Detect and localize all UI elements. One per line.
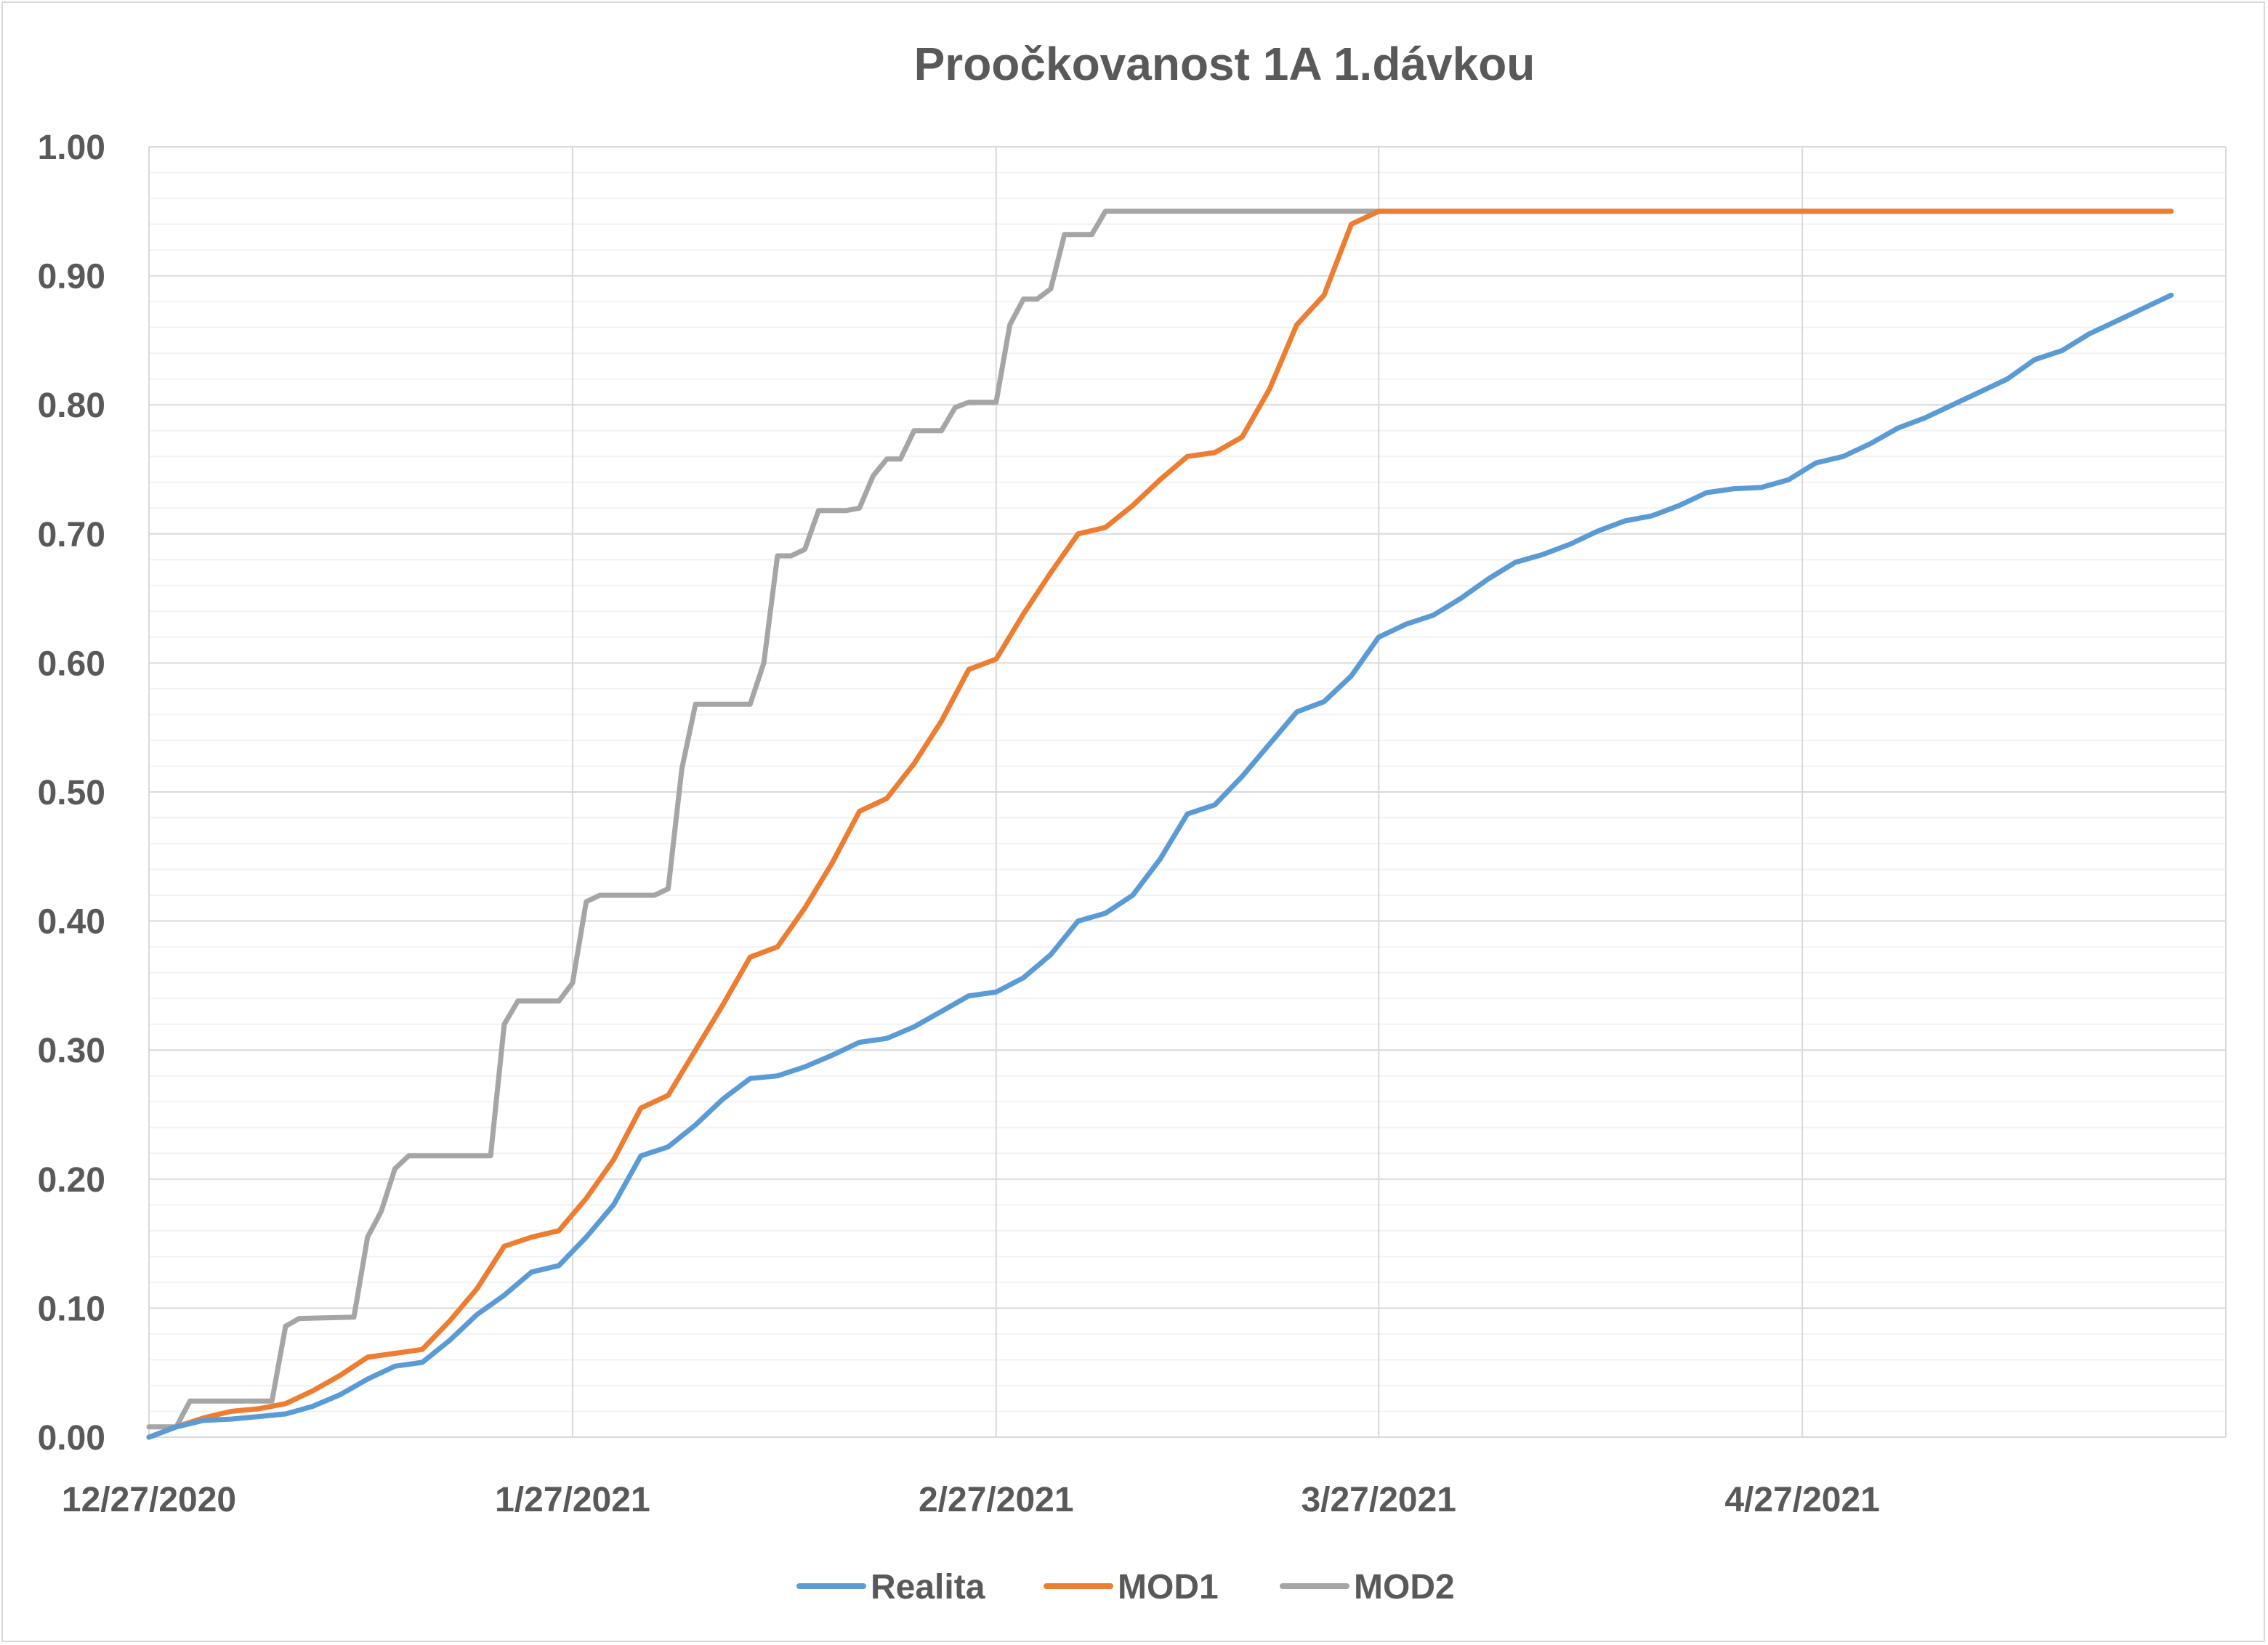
y-tick-label: 0.10 — [38, 1290, 105, 1328]
series-lines — [146, 209, 2174, 1440]
legend: Realita MOD1 MOD2 — [796, 1568, 1455, 1606]
x-tick-label: 2/27/2021 — [919, 1481, 1074, 1519]
y-tick-label: 1.00 — [38, 129, 105, 167]
x-axis-tick-labels: 12/27/2020 1/27/2021 2/27/2021 3/27/2021 4/2… — [62, 1481, 1880, 1519]
legend-label-realita: Realita — [871, 1568, 985, 1606]
y-tick-label: 0.70 — [38, 516, 105, 554]
series-line-realita — [146, 292, 2174, 1440]
series-line-mod2 — [146, 209, 2174, 1430]
x-tick-label: 1/27/2021 — [495, 1481, 650, 1519]
y-tick-label: 0.20 — [38, 1161, 105, 1200]
y-axis-tick-labels: 0.00 0.10 0.20 0.30 0.40 0.50 0.60 0.70 0.80 0.90… — [38, 129, 105, 1458]
y-tick-label: 0.50 — [38, 774, 105, 812]
y-tick-label: 0.90 — [38, 258, 105, 296]
legend-label-mod2: MOD2 — [1354, 1568, 1455, 1606]
x-tick-label: 12/27/2020 — [62, 1481, 236, 1519]
legend-label-mod1: MOD1 — [1118, 1568, 1219, 1606]
y-tick-label: 0.40 — [38, 903, 105, 942]
y-tick-label: 0.30 — [38, 1032, 105, 1070]
chart-title: Proočkovanost 1A 1.dávkou — [914, 38, 1535, 90]
series-line-mod1 — [146, 209, 2174, 1440]
x-tick-label: 3/27/2021 — [1301, 1481, 1456, 1519]
y-tick-label: 0.60 — [38, 644, 105, 683]
y-tick-label: 0.80 — [38, 387, 105, 425]
y-tick-label: 0.00 — [38, 1419, 105, 1458]
gridlines — [148, 146, 2227, 1438]
x-tick-label: 4/27/2021 — [1724, 1481, 1880, 1519]
